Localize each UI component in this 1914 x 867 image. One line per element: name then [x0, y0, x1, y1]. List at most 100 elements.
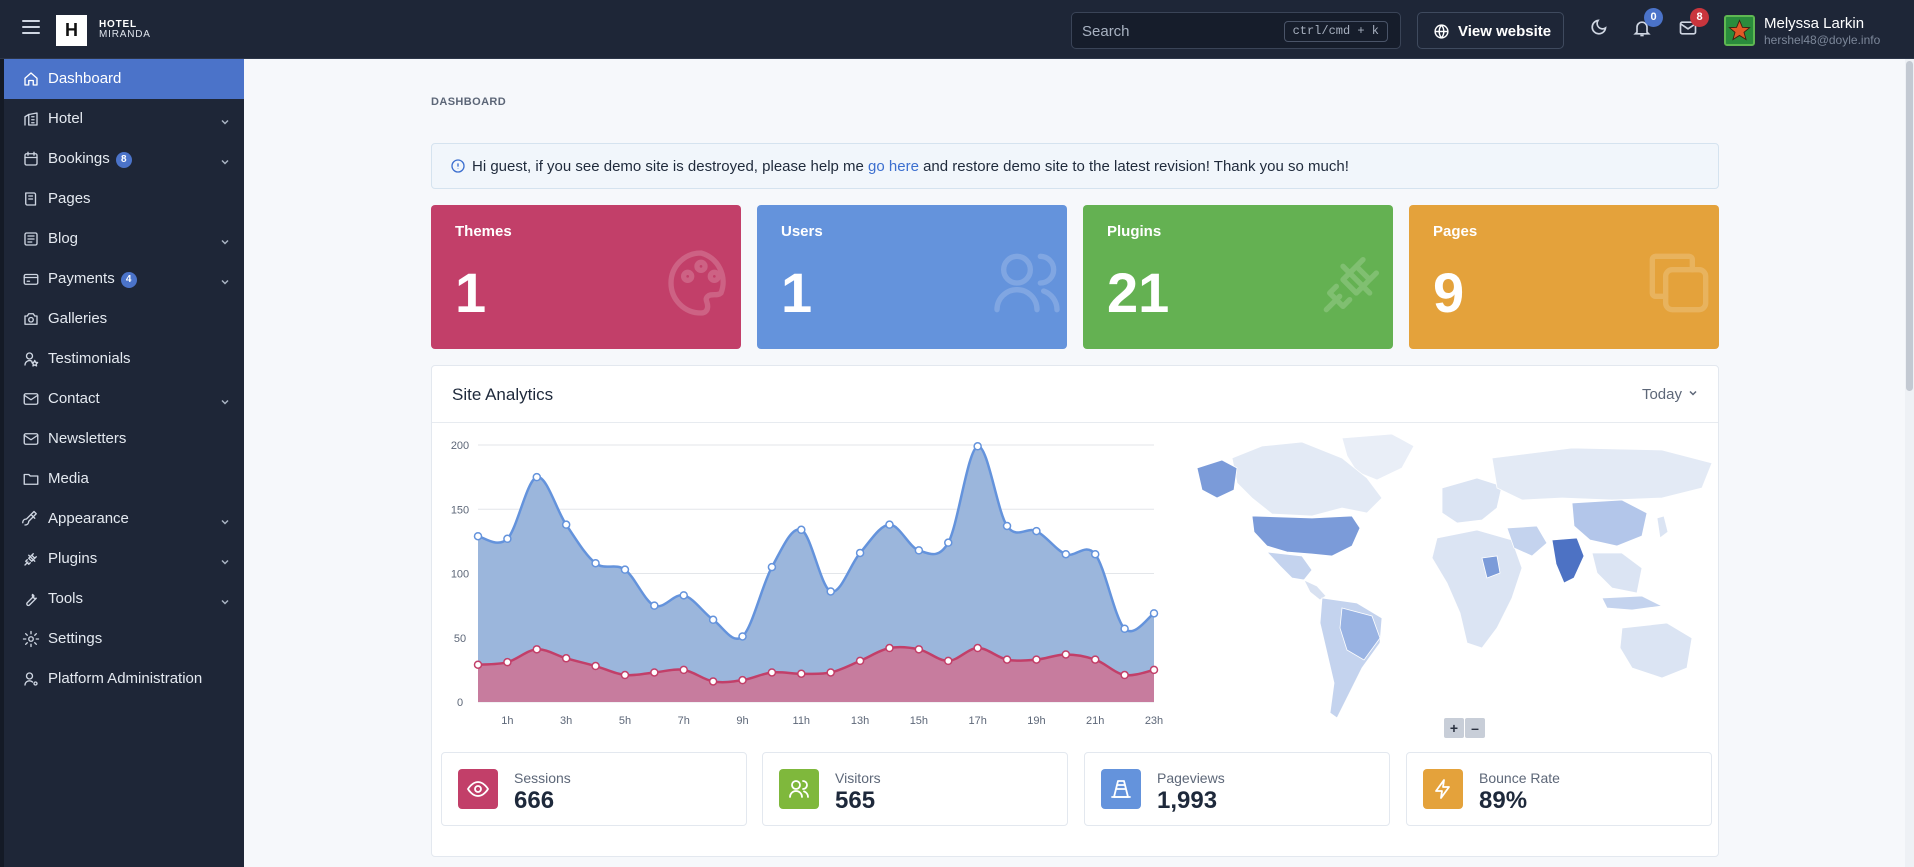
series-0-point[interactable]	[1004, 522, 1011, 529]
messages-button[interactable]: 8	[1678, 18, 1702, 42]
chevron-down-icon[interactable]	[220, 594, 230, 604]
map-zoom-in-button[interactable]: +	[1444, 718, 1464, 738]
series-0-point[interactable]	[798, 526, 805, 533]
series-0-point[interactable]	[533, 474, 540, 481]
series-1-point[interactable]	[592, 663, 599, 670]
series-0-point[interactable]	[475, 533, 482, 540]
brand-logo[interactable]: H	[56, 15, 87, 46]
search-box[interactable]: ctrl/cmd + k	[1071, 12, 1401, 49]
sidebar-item-label: Plugins	[48, 550, 97, 567]
search-input[interactable]	[1082, 21, 1282, 41]
series-1-point[interactable]	[621, 672, 628, 679]
chevron-down-icon	[1688, 388, 1698, 398]
series-0-point[interactable]	[827, 588, 834, 595]
series-1-point[interactable]	[739, 677, 746, 684]
series-1-point[interactable]	[1092, 656, 1099, 663]
series-0-point[interactable]	[1151, 610, 1158, 617]
series-0-point[interactable]	[915, 547, 922, 554]
sidebar-item-hotel[interactable]: Hotel	[4, 99, 244, 139]
chevron-down-icon[interactable]	[220, 234, 230, 244]
series-1-point[interactable]	[827, 669, 834, 676]
series-1-point[interactable]	[533, 646, 540, 653]
series-0-point[interactable]	[680, 592, 687, 599]
range-select[interactable]: Today	[1642, 386, 1698, 403]
sidebar-item-settings[interactable]: Settings	[4, 619, 244, 659]
y-tick-label: 100	[451, 569, 469, 581]
sidebar-item-plugins[interactable]: Plugins	[4, 539, 244, 579]
stat-card-plugins[interactable]: Plugins21	[1083, 205, 1393, 349]
series-0-point[interactable]	[739, 633, 746, 640]
chevron-down-icon[interactable]	[220, 114, 230, 124]
sidebar-item-newsletters[interactable]: Newsletters	[4, 419, 244, 459]
map-zoom-out-button[interactable]: –	[1465, 718, 1485, 738]
menu-toggle-icon[interactable]	[22, 20, 40, 36]
sidebar-item-blog[interactable]: Blog	[4, 219, 244, 259]
chevron-down-icon[interactable]	[220, 554, 230, 564]
breadcrumb[interactable]: DASHBOARD	[431, 96, 506, 108]
series-1-point[interactable]	[1033, 656, 1040, 663]
series-1-point[interactable]	[857, 657, 864, 664]
sidebar-item-platform-administration[interactable]: Platform Administration	[4, 659, 244, 699]
series-0-point[interactable]	[857, 549, 864, 556]
series-0-point[interactable]	[1121, 625, 1128, 632]
series-0-point[interactable]	[710, 616, 717, 623]
sidebar-item-label: Platform Administration	[48, 670, 202, 687]
sidebar-item-bookings[interactable]: Bookings8	[4, 139, 244, 179]
series-0-point[interactable]	[563, 521, 570, 528]
series-0-point[interactable]	[504, 535, 511, 542]
series-1-point[interactable]	[768, 669, 775, 676]
sidebar-item-pages[interactable]: Pages	[4, 179, 244, 219]
alert-link[interactable]: go here	[868, 158, 919, 175]
brand-name[interactable]: HOTEL MIRANDA	[99, 20, 151, 40]
series-0-point[interactable]	[1033, 528, 1040, 535]
series-0-point[interactable]	[1062, 551, 1069, 558]
stat-card-themes[interactable]: Themes1	[431, 205, 741, 349]
notifications-button[interactable]: 0	[1632, 18, 1656, 42]
series-1-point[interactable]	[974, 645, 981, 652]
sidebar-item-galleries[interactable]: Galleries	[4, 299, 244, 339]
series-1-point[interactable]	[680, 666, 687, 673]
user-name[interactable]: Melyssa Larkin	[1764, 15, 1864, 32]
stat-card-users[interactable]: Users1	[757, 205, 1067, 349]
series-0-point[interactable]	[945, 539, 952, 546]
sidebar-item-contact[interactable]: Contact	[4, 379, 244, 419]
sidebar-item-dashboard[interactable]: Dashboard	[4, 59, 244, 99]
avatar[interactable]	[1724, 15, 1755, 46]
series-1-point[interactable]	[886, 645, 893, 652]
sidebar-item-payments[interactable]: Payments4	[4, 259, 244, 299]
series-0-point[interactable]	[974, 443, 981, 450]
series-0-point[interactable]	[768, 564, 775, 571]
series-0-point[interactable]	[886, 521, 893, 528]
scrollbar-thumb[interactable]	[1906, 61, 1913, 391]
sidebar-item-appearance[interactable]: Appearance	[4, 499, 244, 539]
series-1-point[interactable]	[504, 659, 511, 666]
view-website-button[interactable]: View website	[1417, 12, 1564, 49]
series-1-point[interactable]	[1121, 672, 1128, 679]
series-1-point[interactable]	[563, 655, 570, 662]
series-1-point[interactable]	[710, 678, 717, 685]
stat-card-pages[interactable]: Pages9	[1409, 205, 1719, 349]
chevron-down-icon[interactable]	[220, 514, 230, 524]
theme-toggle-button[interactable]	[1588, 18, 1612, 42]
world-map[interactable]	[1192, 428, 1718, 728]
page-scrollbar[interactable]	[1905, 59, 1914, 867]
series-1-point[interactable]	[945, 657, 952, 664]
series-0-point[interactable]	[1092, 551, 1099, 558]
chevron-down-icon[interactable]	[220, 154, 230, 164]
series-1-point[interactable]	[915, 646, 922, 653]
sidebar-item-media[interactable]: Media	[4, 459, 244, 499]
series-0-point[interactable]	[651, 602, 658, 609]
sidebar-item-testimonials[interactable]: Testimonials	[4, 339, 244, 379]
series-1-point[interactable]	[1151, 666, 1158, 673]
sidebar-item-tools[interactable]: Tools	[4, 579, 244, 619]
series-1-point[interactable]	[475, 661, 482, 668]
series-0-point[interactable]	[621, 566, 628, 573]
chevron-down-icon[interactable]	[220, 394, 230, 404]
series-0-point[interactable]	[592, 560, 599, 567]
series-1-point[interactable]	[798, 670, 805, 677]
series-1-point[interactable]	[651, 669, 658, 676]
chevron-down-icon[interactable]	[220, 274, 230, 284]
series-1-point[interactable]	[1062, 651, 1069, 658]
series-1-point[interactable]	[1004, 656, 1011, 663]
stat-card-value: 1	[455, 261, 486, 325]
